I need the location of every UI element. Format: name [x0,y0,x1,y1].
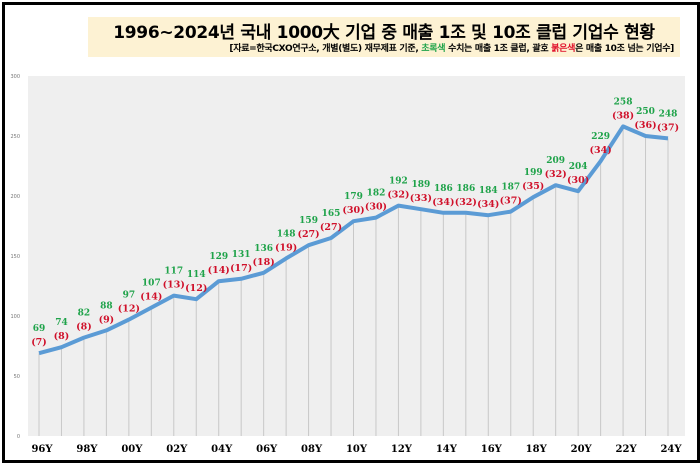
data-label-10jo: (36) [634,120,656,131]
data-label-10jo: (8) [76,322,92,333]
data-label-10jo: (14) [208,265,230,276]
data-label-10jo: (32) [387,190,409,201]
title-box: 1996~2024년 국내 1000大 기업 중 매출 1조 및 10조 클럽 … [88,17,680,57]
x-tick-label: 14Y [436,444,458,455]
y-tick-label: 150 [10,254,20,260]
data-label-1jo: 189 [411,180,430,190]
subtitle-part2: 수치는 매출 1조 클럽, 괄호 [445,44,552,54]
data-label-1jo: 129 [209,252,228,262]
data-label-10jo: (30) [342,205,364,216]
data-label-1jo: 82 [78,309,91,319]
data-label-10jo: (8) [54,331,70,342]
data-label-1jo: 186 [456,184,475,194]
x-tick-label: 00Y [121,444,143,455]
data-label-10jo: (12) [185,283,207,294]
data-label-1jo: 114 [187,270,206,280]
subtitle-part1: [자료=한국CXO연구소, 개별(별도) 재무제표 기준, [229,44,422,54]
series-line [38,124,669,356]
data-label-10jo: (13) [163,280,185,291]
data-label-1jo: 187 [501,183,520,193]
data-label-10jo: (34) [589,145,611,156]
data-label-10jo: (27) [320,222,342,233]
data-label-1jo: 165 [322,209,341,219]
data-label-1jo: 250 [636,107,655,117]
data-label-1jo: 69 [33,324,46,334]
data-label-10jo: (30) [567,175,589,186]
subtitle-red-word: 붉은색 [551,44,576,54]
data-label-10jo: (12) [118,304,140,315]
x-tick-label: 02Y [166,444,188,455]
data-label-10jo: (18) [253,257,275,268]
data-label-1jo: 192 [389,177,408,187]
data-label-10jo: (27) [297,229,319,240]
plot-area [28,76,685,436]
x-tick-label: 24Y [660,444,682,455]
data-label-1jo: 131 [232,250,251,260]
data-label-10jo: (30) [365,202,387,213]
y-tick-label: 0 [17,434,20,440]
y-tick-label: 250 [10,134,20,140]
data-label-10jo: (7) [31,337,47,348]
data-label-10jo: (34) [477,199,499,210]
chart-subtitle: [자료=한국CXO연구소, 개별(별도) 재무제표 기준, 초록색 수치는 매출… [229,41,674,54]
data-label-10jo: (9) [99,314,115,325]
data-label-1jo: 182 [367,189,386,199]
data-label-1jo: 97 [123,291,136,301]
data-label-10jo: (35) [522,181,544,192]
data-label-10jo: (34) [432,197,454,208]
x-tick-label: 10Y [346,444,368,455]
data-label-1jo: 88 [100,301,113,311]
data-label-1jo: 258 [614,97,633,107]
x-tick-label: 06Y [256,444,278,455]
data-label-1jo: 107 [142,279,161,289]
data-label-1jo: 248 [659,109,678,119]
data-label-10jo: (33) [410,193,432,204]
chart-title: 1996~2024년 국내 1000大 기업 중 매출 1조 및 10조 클럽 … [113,23,655,43]
y-tick-label: 100 [10,314,20,320]
data-label-1jo: 199 [524,168,543,178]
data-label-10jo: (17) [230,263,252,274]
data-label-1jo: 204 [569,162,588,172]
data-label-10jo: (38) [612,110,634,121]
data-label-10jo: (14) [140,292,162,303]
y-tick-label: 200 [10,194,20,200]
data-label-1jo: 179 [344,192,363,202]
data-label-1jo: 148 [277,229,296,239]
data-label-10jo: (32) [545,169,567,180]
x-tick-label: 96Y [31,444,53,455]
x-tick-label: 04Y [211,444,233,455]
x-tick-label: 16Y [481,444,503,455]
x-tick-label: 12Y [391,444,413,455]
data-label-10jo: (37) [500,196,522,207]
x-tick-label: 18Y [526,444,548,455]
x-tick-label: 20Y [571,444,593,455]
subtitle-part3: 은 매출 10조 넘는 기업수] [575,44,674,54]
data-label-1jo: 159 [299,216,318,226]
x-tick-label: 98Y [76,444,98,455]
data-label-1jo: 229 [591,132,610,142]
x-tick-label: 08Y [301,444,323,455]
data-label-1jo: 209 [546,156,565,166]
data-label-1jo: 74 [55,318,68,328]
data-label-10jo: (37) [657,122,679,133]
y-tick-label: 300 [10,74,20,80]
data-label-1jo: 184 [479,186,498,196]
data-label-10jo: (32) [455,197,477,208]
y-tick-label: 50 [14,374,20,380]
data-label-1jo: 136 [254,244,273,254]
data-label-1jo: 186 [434,184,453,194]
x-tick-label: 22Y [616,444,638,455]
data-label-10jo: (19) [275,242,297,253]
subtitle-green-word: 초록색 [421,44,446,54]
data-label-1jo: 117 [164,267,183,277]
